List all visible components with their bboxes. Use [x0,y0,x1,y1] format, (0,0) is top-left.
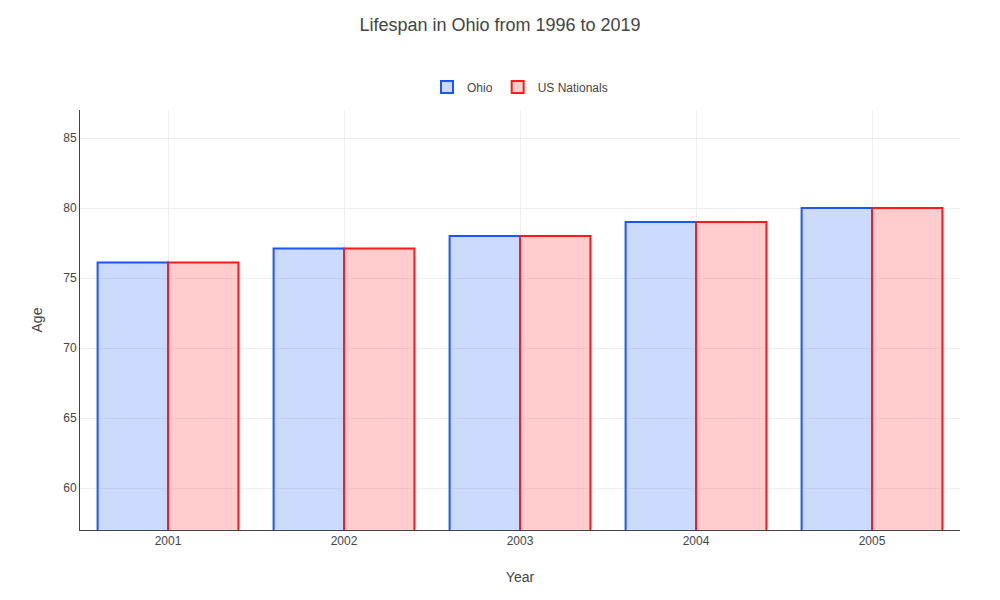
svg-text:70: 70 [63,341,77,355]
svg-text:Age: Age [29,307,45,332]
svg-text:2005: 2005 [859,534,886,548]
svg-text:85: 85 [63,131,77,145]
svg-text:60: 60 [63,481,77,495]
svg-text:80: 80 [63,201,77,215]
svg-text:65: 65 [63,411,77,425]
svg-text:2004: 2004 [683,534,710,548]
svg-text:2003: 2003 [507,534,534,548]
svg-text:US Nationals: US Nationals [538,81,608,95]
svg-text:Ohio: Ohio [467,81,493,95]
svg-text:2001: 2001 [155,534,182,548]
svg-text:Year: Year [506,569,535,585]
svg-text:75: 75 [63,271,77,285]
svg-text:Lifespan in Ohio from 1996 to: Lifespan in Ohio from 1996 to 2019 [359,15,640,35]
svg-text:2002: 2002 [331,534,358,548]
